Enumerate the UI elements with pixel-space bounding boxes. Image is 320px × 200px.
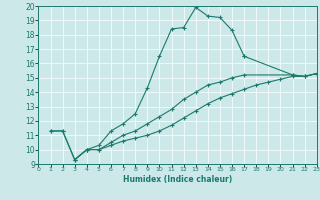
X-axis label: Humidex (Indice chaleur): Humidex (Indice chaleur): [123, 175, 232, 184]
